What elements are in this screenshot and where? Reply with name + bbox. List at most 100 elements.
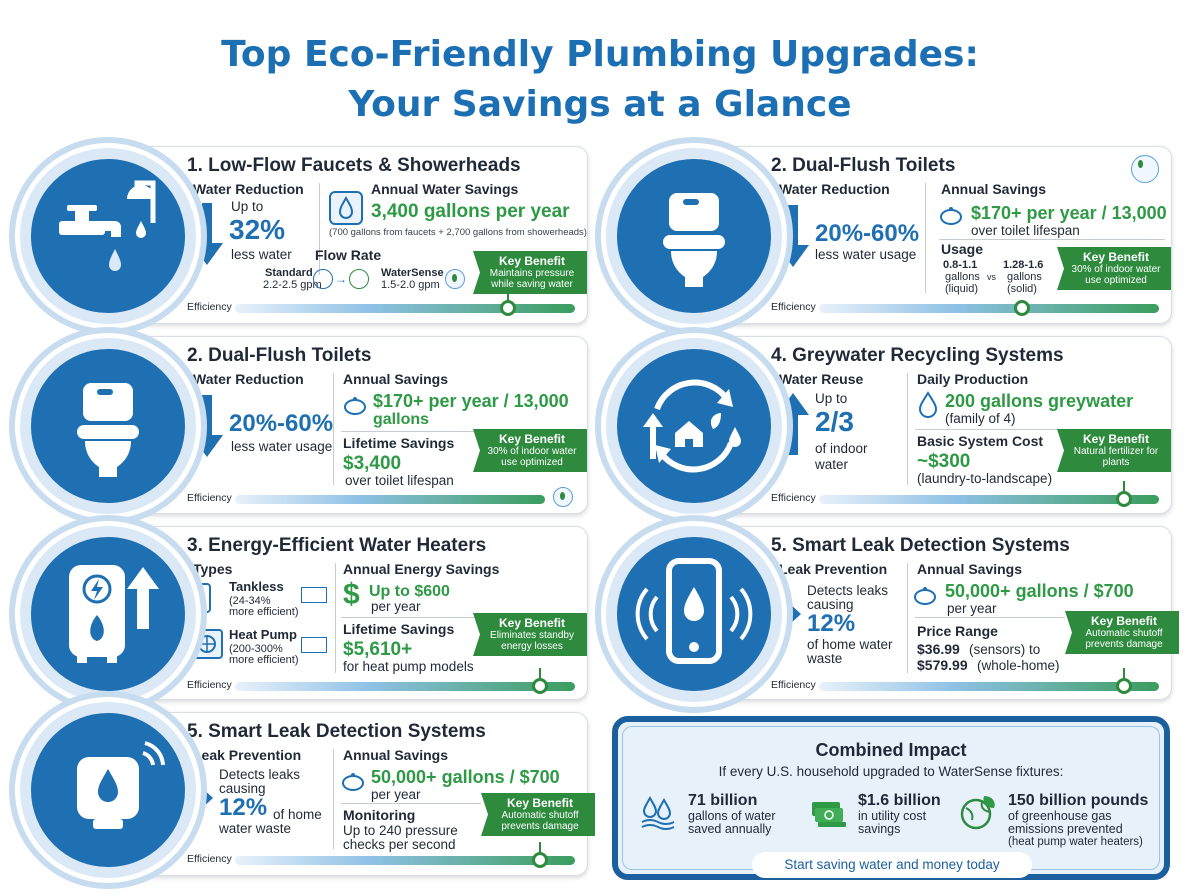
water-waste-text: water waste bbox=[219, 821, 292, 836]
of-home-text: of home bbox=[273, 807, 322, 822]
card-panel: 1. Low-Flow Faucets & Showerheads Water … bbox=[100, 146, 588, 324]
usage-b-unit: gallons bbox=[1007, 271, 1042, 283]
water-heater-icon bbox=[69, 565, 159, 663]
daily-production-value: 200 gallons greywater bbox=[945, 391, 1134, 411]
arrow-down-icon bbox=[191, 395, 223, 457]
usage-a-unit: gallons bbox=[945, 271, 980, 283]
stat-cost-desc-2: savings bbox=[858, 822, 901, 836]
water-reuse-label: Water Reuse bbox=[779, 371, 864, 387]
divider bbox=[333, 749, 334, 849]
toilet-icon bbox=[77, 383, 139, 477]
flow-rate-label: Flow Rate bbox=[315, 247, 382, 263]
standard-value: 2.2-2.5 gpm bbox=[263, 279, 322, 291]
less-usage-text: less water usage bbox=[231, 439, 333, 454]
efficiency-label: Efficiency bbox=[187, 853, 232, 865]
efficiency-bar bbox=[235, 668, 575, 694]
water-reduction-label: Water Reduction bbox=[193, 181, 304, 197]
divider bbox=[907, 563, 908, 673]
efficiency-label: Efficiency bbox=[771, 301, 816, 313]
annual-savings-sub: per year bbox=[371, 787, 421, 802]
efficiency-label: Efficiency bbox=[187, 492, 232, 504]
leak-sensor-icon bbox=[77, 741, 165, 829]
divider bbox=[915, 429, 1065, 430]
key-benefit-text: Automatic shutoff prevents damage bbox=[501, 810, 579, 832]
price-low-value: $36.99 bbox=[917, 641, 960, 657]
key-benefit-tag: Key Benefit Maintains pressure while sav… bbox=[473, 251, 587, 294]
start-saving-cta[interactable]: Start saving water and money today bbox=[752, 852, 1032, 878]
reduction-range: 20%-60% bbox=[229, 410, 334, 437]
stat-emissions-desc-3: (heat pump water heaters) bbox=[1008, 836, 1143, 848]
annual-water-savings-value: 3,400 gallons per year bbox=[371, 201, 570, 222]
card-title: 3. Energy-Efficient Water Heaters bbox=[187, 535, 487, 556]
faucet-shower-icon bbox=[59, 180, 156, 271]
water-drop-icon bbox=[917, 391, 939, 419]
page-title-line-2: Your Savings at a Glance bbox=[348, 84, 852, 125]
efficiency-stem bbox=[539, 668, 541, 682]
divider bbox=[333, 373, 334, 485]
efficiency-knob bbox=[532, 852, 548, 868]
efficiency-bar bbox=[819, 300, 1159, 316]
efficiency-bar bbox=[819, 668, 1159, 694]
reduction-percent: 32% bbox=[229, 214, 286, 245]
tankless-label: Tankless bbox=[229, 579, 284, 594]
divider bbox=[319, 183, 320, 275]
page-title-line-1: Top Eco-Friendly Plumbing Upgrades: bbox=[221, 34, 979, 75]
key-benefit-tag: Key Benefit Automatic shutoff prevents d… bbox=[481, 793, 595, 836]
toilet-circle bbox=[20, 338, 196, 514]
globe-leaf-icon bbox=[958, 792, 998, 832]
page-title: Top Eco-Friendly Plumbing Upgrades: Your… bbox=[0, 30, 1200, 130]
card-title: 1. Low-Flow Faucets & Showerheads bbox=[187, 155, 521, 176]
efficiency-knob bbox=[1116, 491, 1132, 507]
heat-pump-note-2: more efficient) bbox=[229, 654, 299, 666]
toilet-circle bbox=[606, 148, 782, 324]
water-text: water bbox=[815, 457, 849, 472]
causing-text: causing bbox=[807, 597, 854, 612]
card-panel: 5. Smart Leak Detection Systems Leak Pre… bbox=[100, 712, 595, 876]
water-drops-icon bbox=[638, 792, 678, 832]
card-title: 2. Dual-Flush Toilets bbox=[187, 345, 372, 366]
annual-savings-value-1: $170+ per year / 13,000 bbox=[373, 391, 569, 411]
standard-label: Standard bbox=[265, 267, 313, 279]
watersense-badge-icon bbox=[1131, 155, 1159, 183]
heat-pump-icon bbox=[191, 629, 223, 659]
efficient-gauge-icon bbox=[349, 269, 369, 289]
card-title: 5. Smart Leak Detection Systems bbox=[771, 535, 1070, 556]
leak-prevention-label: Leak Prevention bbox=[193, 747, 302, 763]
types-label: Types bbox=[193, 561, 233, 577]
lifetime-savings-label: Lifetime Savings bbox=[343, 435, 455, 451]
lifetime-savings-sub: for heat pump models bbox=[343, 659, 474, 674]
combined-impact-panel: Combined Impact If every U.S. household … bbox=[612, 716, 1170, 880]
lifetime-savings-sub: over toilet lifespan bbox=[345, 473, 454, 488]
card-panel: 5. Smart Leak Detection Systems Leak Pre… bbox=[684, 526, 1179, 700]
arrow-down-icon bbox=[191, 203, 223, 265]
efficiency-label: Efficiency bbox=[771, 492, 816, 504]
leak-percent: 12% bbox=[219, 794, 268, 821]
arrow-right-icon bbox=[773, 603, 801, 625]
water-drop-icon bbox=[329, 191, 363, 225]
water-heater-circle bbox=[20, 526, 196, 702]
divider bbox=[925, 183, 926, 293]
annual-savings-sub: per year bbox=[947, 601, 997, 616]
daily-production-label: Daily Production bbox=[917, 371, 1029, 387]
dollar-icon: $ bbox=[343, 578, 360, 611]
piggy-bank-icon bbox=[939, 205, 963, 227]
divider bbox=[341, 617, 481, 618]
stat-cost-value: $1.6 billion bbox=[858, 792, 941, 809]
vs-text: vs bbox=[987, 272, 996, 282]
efficiency-bar bbox=[819, 481, 1159, 507]
card-title: 2. Dual-Flush Toilets bbox=[771, 155, 956, 176]
tankless-note-1: (24-34% bbox=[229, 595, 271, 607]
divider bbox=[939, 239, 1165, 240]
stat-emissions-value: 150 billion pounds bbox=[1008, 792, 1149, 809]
annual-savings-label: Annual Savings bbox=[941, 181, 1047, 197]
price-range-label: Price Range bbox=[917, 623, 998, 639]
key-benefit-text: Maintains pressure while saving water bbox=[489, 268, 575, 290]
key-benefit-text: Eliminates standby energy losses bbox=[490, 630, 574, 652]
key-benefit-text: 30% of indoor water use optimized bbox=[1071, 264, 1161, 286]
less-usage-text: less water usage bbox=[815, 247, 917, 262]
annual-savings-note: (700 gallons from faucets + 2,700 gallon… bbox=[329, 227, 587, 238]
water-reduction-label: Water Reduction bbox=[193, 371, 304, 387]
stat-water-value: 71 billion bbox=[688, 792, 758, 809]
basic-system-cost-sub: (laundry-to-landscape) bbox=[917, 471, 1053, 486]
tankless-note-2: more efficient) bbox=[229, 606, 299, 618]
